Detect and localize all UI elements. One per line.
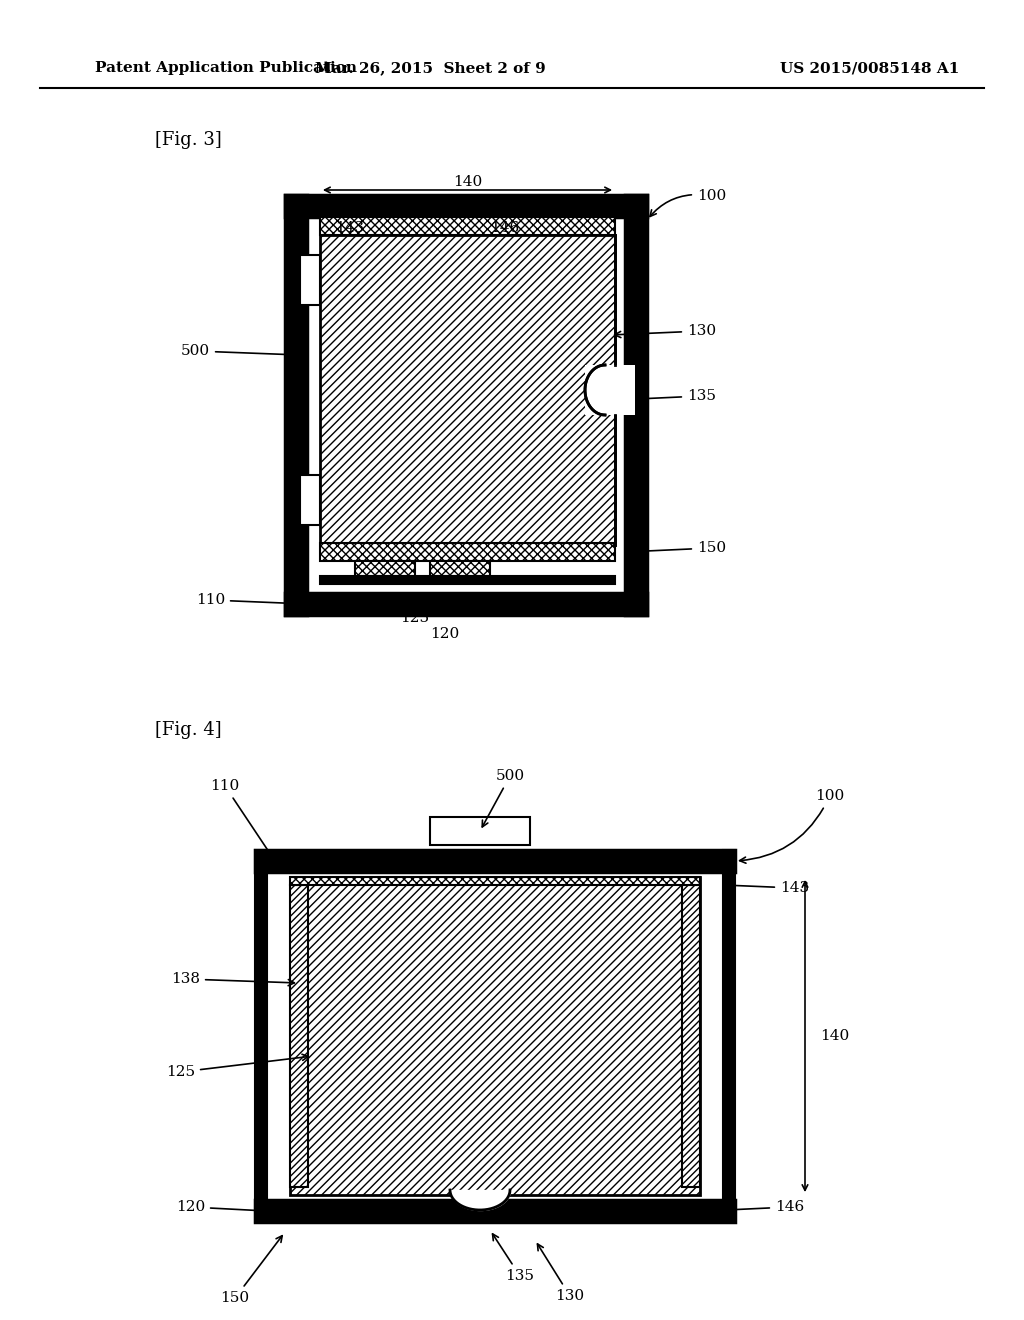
Text: 140: 140: [820, 1030, 850, 1043]
Text: 120: 120: [176, 1200, 262, 1214]
Bar: [300, 255, 319, 305]
Bar: [682, 884, 700, 1187]
Bar: [290, 884, 308, 1187]
Text: 130: 130: [614, 323, 716, 338]
Text: 135: 135: [493, 1234, 535, 1283]
Bar: [355, 561, 415, 576]
Bar: [585, 366, 635, 414]
Text: Patent Application Publication: Patent Application Publication: [95, 61, 357, 75]
Text: 120: 120: [430, 627, 460, 642]
Bar: [255, 1200, 735, 1222]
Text: 138: 138: [171, 972, 294, 986]
Bar: [285, 593, 647, 615]
Bar: [625, 195, 647, 615]
Bar: [319, 576, 615, 583]
Text: Mar. 26, 2015  Sheet 2 of 9: Mar. 26, 2015 Sheet 2 of 9: [314, 61, 546, 75]
Text: 110: 110: [196, 593, 302, 607]
Bar: [285, 195, 307, 615]
Text: 110: 110: [210, 779, 272, 857]
Text: 100: 100: [739, 789, 844, 863]
Text: 135: 135: [620, 389, 716, 403]
Bar: [255, 850, 267, 1222]
Bar: [319, 235, 615, 545]
Text: 150: 150: [220, 1236, 283, 1305]
Bar: [319, 543, 615, 561]
Text: 125: 125: [166, 1055, 308, 1078]
Bar: [290, 876, 700, 1195]
Bar: [430, 817, 530, 845]
Text: 140: 140: [453, 176, 482, 189]
Text: 500: 500: [181, 345, 295, 358]
Text: 150: 150: [630, 541, 726, 554]
Text: US 2015/0085148 A1: US 2015/0085148 A1: [780, 61, 959, 75]
Text: 138: 138: [355, 599, 384, 612]
Bar: [290, 876, 700, 884]
Bar: [255, 850, 735, 873]
Bar: [285, 195, 647, 216]
Bar: [430, 561, 490, 576]
Text: 146: 146: [490, 220, 519, 235]
Text: 143: 143: [728, 880, 809, 895]
Text: 125: 125: [400, 611, 429, 624]
Text: [Fig. 3]: [Fig. 3]: [155, 131, 222, 149]
Text: 143: 143: [335, 220, 365, 235]
Bar: [300, 475, 319, 525]
Text: 146: 146: [710, 1200, 804, 1214]
Bar: [319, 216, 615, 235]
Bar: [723, 850, 735, 1222]
Text: [Fig. 4]: [Fig. 4]: [155, 721, 221, 739]
Text: 130: 130: [538, 1243, 585, 1303]
Text: 500: 500: [482, 770, 524, 826]
Text: 100: 100: [650, 189, 726, 216]
